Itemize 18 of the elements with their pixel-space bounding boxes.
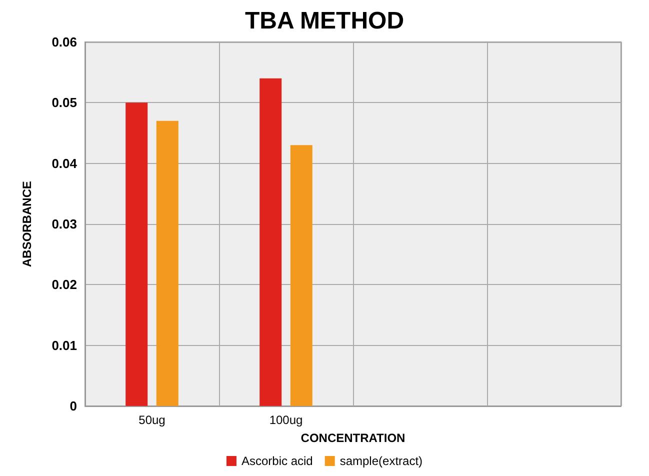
chart-title: TBA METHOD xyxy=(244,8,404,34)
y-tick-label: 0.06 xyxy=(52,34,77,50)
bar xyxy=(156,120,178,406)
y-tick-label: 0.01 xyxy=(52,338,77,353)
y-tick-label: 0 xyxy=(70,398,77,414)
x-tick-label: 50ug xyxy=(138,413,166,427)
legend-label: Ascorbic acid xyxy=(241,454,313,468)
legend-label: sample(extract) xyxy=(340,454,423,468)
y-tick-label: 0.04 xyxy=(52,156,78,171)
y-tick-label: 0.03 xyxy=(52,216,77,232)
y-tick-label: 0.05 xyxy=(52,95,77,110)
y-axis-title: ABSORBANCE xyxy=(20,180,34,268)
bar xyxy=(260,78,282,406)
x-tick-label: 100ug xyxy=(269,413,303,427)
y-tick-label: 0.02 xyxy=(52,277,77,292)
x-axis-title: CONCENTRATION xyxy=(300,431,406,445)
bar xyxy=(126,102,148,406)
bar xyxy=(290,145,312,406)
